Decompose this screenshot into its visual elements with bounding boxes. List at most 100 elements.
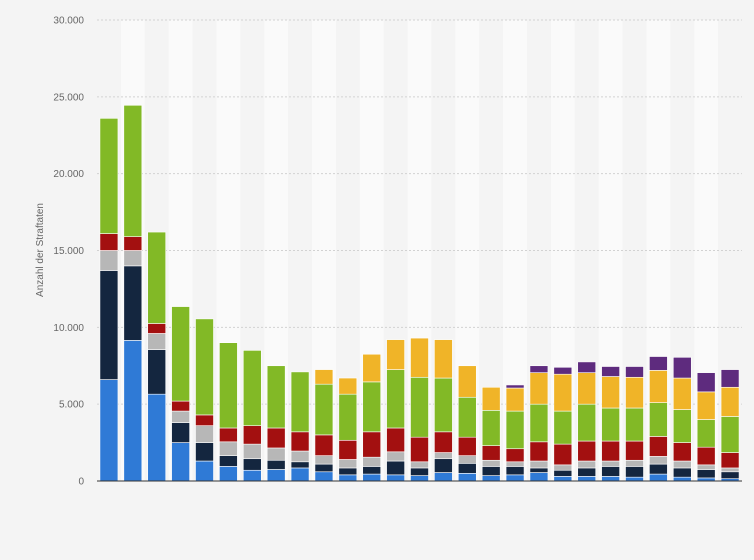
bar-segment: [242, 443, 262, 460]
bar-segment: [672, 442, 692, 462]
bar-segment: [553, 410, 573, 445]
bar-segment: [481, 445, 501, 461]
y-tick-label: 20.000: [53, 169, 84, 180]
bar-segment: [553, 366, 573, 375]
bar-segment: [242, 458, 262, 471]
bar-segment: [529, 460, 549, 469]
bar-segment: [601, 366, 620, 377]
bar-segment: [386, 460, 405, 476]
y-axis-title: Anzahl der Straftaten: [35, 203, 46, 297]
bar-segment: [696, 391, 716, 420]
bar-segment: [720, 452, 740, 469]
bar-segment: [529, 372, 549, 405]
bar-segment: [123, 265, 143, 341]
bar-segment: [386, 427, 405, 453]
bar-segment: [99, 379, 119, 482]
y-tick-label: 25.000: [53, 92, 84, 103]
bar-segment: [696, 464, 716, 470]
bar-segment: [314, 463, 334, 473]
bar-segment: [649, 473, 668, 482]
bar-segment: [434, 472, 453, 482]
bar-segment: [601, 460, 620, 467]
bar-segment: [625, 459, 644, 467]
bar-segment: [314, 471, 334, 482]
bar-segment: [601, 440, 620, 462]
bar-segment: [195, 425, 214, 443]
bar-segment: [147, 231, 167, 324]
bar-segment: [649, 356, 668, 371]
bar-segment: [362, 473, 382, 482]
bar-segment: [386, 474, 405, 482]
bar-segment: [290, 431, 310, 452]
bar-segment: [123, 340, 143, 482]
bar-segment: [625, 366, 644, 378]
bar-segment: [123, 250, 143, 267]
y-axis-ticks: 0 5.000 10.000 15.000 20.000 25.000 30.000: [53, 16, 84, 488]
bar-segment: [505, 474, 525, 482]
bar-segment: [481, 386, 501, 411]
bar-segment: [672, 356, 692, 379]
bar-segment: [529, 441, 549, 462]
bar-segment: [505, 384, 525, 389]
bar-segment: [290, 467, 310, 482]
bar-segment: [649, 402, 668, 437]
y-tick-label: 5.000: [59, 400, 84, 411]
bar-segment: [481, 459, 501, 467]
bar-segment: [410, 436, 429, 463]
bar-segment: [481, 466, 501, 476]
bar-segment: [99, 118, 119, 234]
bar-segment: [362, 353, 382, 383]
bar-segment: [99, 270, 119, 380]
bar-segment: [362, 456, 382, 467]
bar-segment: [553, 476, 573, 482]
bar-segment: [696, 419, 716, 448]
bar-segment: [314, 369, 334, 385]
bar-segment: [720, 416, 740, 453]
bar-segment: [147, 323, 167, 334]
bar-segment: [577, 403, 597, 442]
y-tick-label: 0: [78, 477, 84, 488]
bar-segment: [99, 250, 119, 271]
bar-segment: [99, 233, 119, 251]
bar-stacks: [99, 104, 740, 482]
bar-segment: [481, 475, 501, 482]
bar-segment: [171, 400, 190, 412]
bar-segment: [362, 466, 382, 475]
bar-segment: [434, 458, 453, 473]
bar-segment: [195, 442, 214, 462]
bar-segment: [266, 447, 286, 461]
bar-segment: [219, 441, 238, 456]
bar-segment: [505, 448, 525, 463]
bar-segment: [649, 370, 668, 403]
bar-segment: [649, 463, 668, 475]
bar-segment: [434, 452, 453, 460]
bar-segment: [434, 377, 453, 433]
bar-segment: [649, 436, 668, 457]
bar-segment: [386, 451, 405, 462]
bar-segment: [123, 104, 143, 237]
bar-segment: [553, 469, 573, 477]
bar-segment: [434, 339, 453, 379]
bar-segment: [219, 427, 238, 443]
bar-segment: [290, 450, 310, 463]
bar-segment: [505, 466, 525, 476]
bar-segment: [720, 386, 740, 417]
bar-segment: [529, 472, 549, 482]
bar-segment: [505, 410, 525, 450]
bar-segment: [625, 376, 644, 409]
bar-segment: [601, 466, 620, 477]
bar-segment: [672, 476, 692, 482]
bar-segment: [457, 455, 477, 464]
bar-segment: [577, 440, 597, 462]
bar-segment: [219, 466, 238, 482]
category-band: [312, 20, 336, 481]
bar-segment: [410, 467, 429, 476]
bar-segment: [338, 377, 358, 395]
bar-segment: [147, 393, 167, 482]
bar-segment: [266, 427, 286, 449]
bar-segment: [123, 236, 143, 251]
bar-segment: [314, 383, 334, 436]
bar-segment: [338, 459, 358, 469]
bar-segment: [577, 467, 597, 477]
bar-segment: [720, 467, 740, 473]
